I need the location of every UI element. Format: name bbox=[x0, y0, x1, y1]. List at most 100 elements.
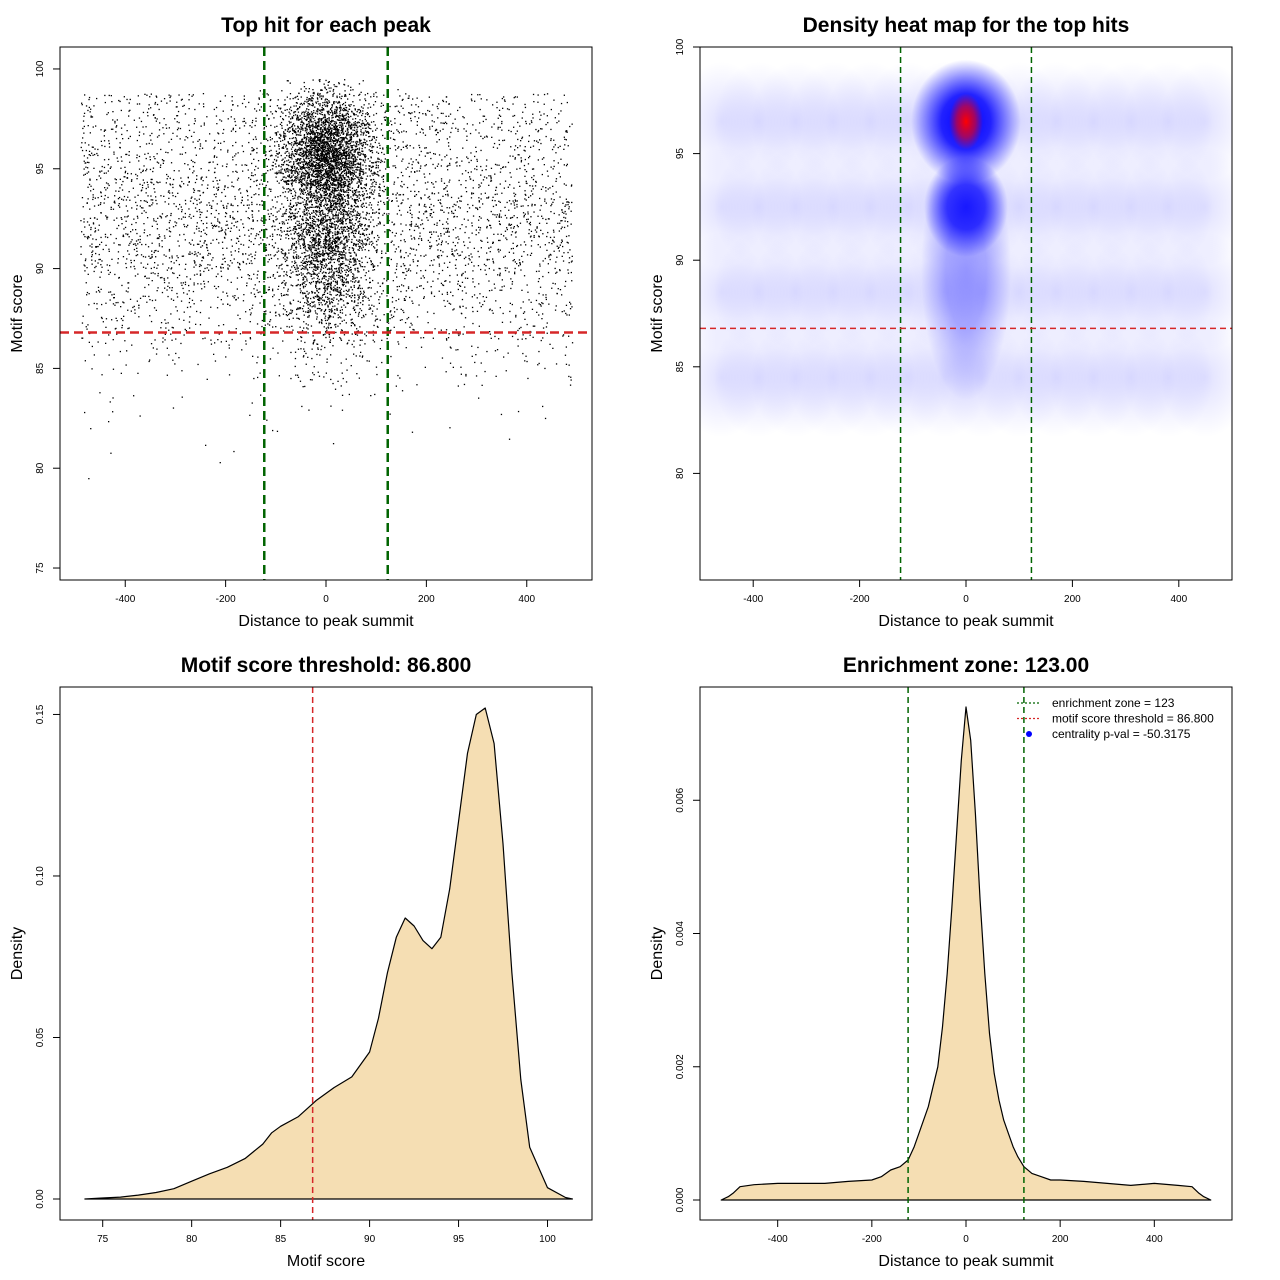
scatter-point bbox=[359, 218, 361, 220]
scatter-point bbox=[535, 270, 538, 273]
scatter-point bbox=[251, 121, 253, 124]
scatter-point bbox=[486, 225, 488, 228]
scatter-point bbox=[540, 128, 542, 130]
scatter-point bbox=[112, 339, 114, 341]
scatter-point bbox=[340, 189, 343, 191]
scatter-point bbox=[320, 302, 322, 304]
scatter-point bbox=[193, 303, 195, 305]
scatter-point bbox=[473, 247, 475, 249]
scatter-point bbox=[168, 257, 171, 259]
scatter-point bbox=[311, 291, 314, 293]
scatter-point bbox=[524, 198, 526, 200]
scatter-point bbox=[163, 235, 166, 237]
scatter-point bbox=[326, 223, 328, 225]
scatter-point bbox=[348, 290, 350, 292]
scatter-point bbox=[110, 208, 112, 210]
scatter-point bbox=[564, 285, 566, 287]
scatter-point bbox=[363, 233, 365, 235]
scatter-point bbox=[200, 178, 202, 180]
scatter-point bbox=[263, 128, 265, 130]
scatter-point bbox=[398, 146, 400, 148]
scatter-point bbox=[245, 340, 247, 342]
scatter-point bbox=[365, 172, 367, 174]
scatter-point bbox=[317, 347, 319, 349]
scatter-point bbox=[485, 265, 487, 267]
scatter-point bbox=[559, 269, 561, 272]
scatter-point bbox=[251, 126, 253, 128]
scatter-point bbox=[130, 180, 133, 182]
scatter-point bbox=[236, 171, 238, 173]
scatter-point bbox=[409, 296, 411, 299]
scatter-point bbox=[535, 299, 538, 302]
scatter-point bbox=[479, 185, 481, 187]
scatter-point bbox=[363, 193, 365, 195]
scatter-point bbox=[193, 266, 195, 268]
scatter-point bbox=[80, 220, 82, 222]
scatter-point bbox=[102, 321, 104, 323]
scatter-point bbox=[294, 357, 297, 360]
scatter-point bbox=[137, 95, 139, 97]
scatter-point bbox=[469, 176, 471, 178]
scatter-point bbox=[387, 322, 390, 324]
scatter-point bbox=[166, 215, 168, 217]
scatter-point bbox=[180, 342, 182, 345]
scatter-point bbox=[254, 174, 256, 176]
scatter-point bbox=[326, 301, 328, 303]
scatter-point bbox=[222, 247, 224, 249]
scatter-point bbox=[304, 248, 307, 250]
scatter-point bbox=[438, 243, 440, 245]
scatter-point bbox=[520, 140, 522, 142]
scatter-point bbox=[248, 218, 250, 220]
scatter-point bbox=[84, 360, 86, 362]
scatter-point bbox=[296, 216, 298, 218]
scatter-point bbox=[147, 115, 149, 117]
scatter-point bbox=[486, 159, 488, 161]
scatter-point bbox=[295, 96, 297, 98]
scatter-point bbox=[286, 170, 288, 172]
scatter-point bbox=[347, 191, 350, 194]
scatter-point bbox=[250, 178, 252, 181]
scatter-point bbox=[309, 303, 311, 305]
scatter-point bbox=[132, 229, 134, 231]
scatter-point bbox=[346, 343, 348, 345]
scatter-point bbox=[478, 201, 480, 203]
scatter-point bbox=[557, 288, 559, 290]
scatter-point bbox=[279, 133, 281, 136]
scatter-point bbox=[300, 196, 302, 199]
scatter-point bbox=[274, 163, 277, 165]
scatter-point bbox=[542, 327, 545, 329]
scatter-point bbox=[147, 217, 149, 219]
scatter-point bbox=[293, 228, 295, 230]
scatter-point bbox=[384, 231, 386, 233]
scatter-point bbox=[254, 284, 256, 286]
scatter-point bbox=[259, 183, 261, 185]
scatter-point bbox=[181, 211, 183, 213]
scatter-point bbox=[340, 236, 342, 238]
scatter-point bbox=[326, 128, 328, 130]
scatter-point bbox=[529, 221, 531, 224]
scatter-point bbox=[395, 385, 397, 387]
scatter-point bbox=[220, 341, 222, 343]
scatter-point bbox=[107, 236, 109, 239]
scatter-point bbox=[121, 189, 124, 191]
scatter-point bbox=[428, 110, 431, 112]
scatter-point bbox=[534, 229, 537, 231]
scatter-point bbox=[376, 96, 378, 98]
scatter-point bbox=[305, 295, 307, 297]
scatter-point bbox=[376, 249, 378, 251]
scatter-point bbox=[566, 131, 568, 133]
scatter-point bbox=[282, 147, 285, 149]
scatter-point bbox=[353, 214, 355, 217]
scatter-point bbox=[281, 221, 283, 223]
scatter-point bbox=[514, 267, 516, 270]
scatter-point bbox=[131, 239, 133, 241]
scatter-point bbox=[534, 204, 536, 206]
scatter-point bbox=[169, 177, 171, 179]
scatter-point bbox=[94, 197, 96, 199]
scatter-point bbox=[272, 206, 274, 208]
scatter-point bbox=[250, 153, 252, 155]
scatter-point bbox=[513, 226, 515, 228]
scatter-point bbox=[368, 204, 370, 206]
scatter-point bbox=[185, 263, 187, 265]
scatter-point bbox=[105, 215, 107, 217]
